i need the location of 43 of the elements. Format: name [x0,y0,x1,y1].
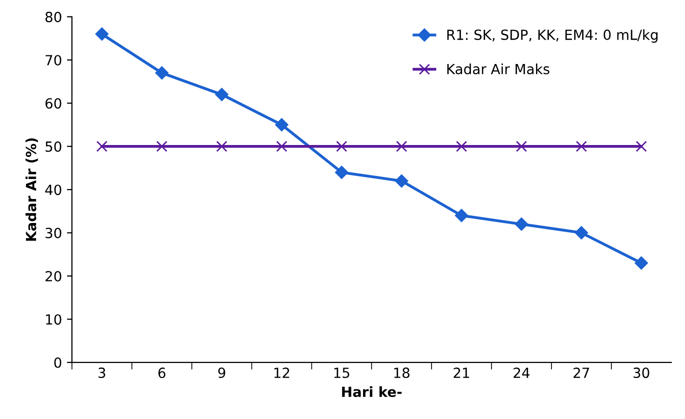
y-tick-label: 40 [45,184,62,196]
point [634,256,648,270]
point [454,208,468,222]
y-tick-label: 70 [46,54,62,66]
x-tick-label: 9 [218,368,226,378]
x-tick-label: 27 [574,368,590,378]
x-tick-label: 30 [634,368,650,378]
x-axis-title: Hari ke- [342,386,402,398]
point [394,174,408,188]
point [95,27,108,41]
point [516,140,528,152]
point [636,140,647,152]
point [96,140,108,152]
point [396,140,408,152]
y-tick-label: 30 [46,228,62,238]
point [275,118,288,132]
point [456,140,468,152]
legend-label: Kadar Air Maks [447,64,550,74]
x-tick-label: 24 [514,368,530,378]
y-tick-label: 10 [46,314,62,325]
point [155,66,168,80]
x-tick-label: 3 [98,368,106,378]
x-tick-label: 21 [454,368,470,378]
point [276,140,288,152]
point [336,140,348,152]
y-tick-label: 0 [54,357,62,368]
point [156,140,168,152]
y-tick-label: 50 [46,141,62,152]
x-tick-label: 12 [274,368,290,378]
x-tick-label: 18 [394,368,410,378]
y-tick-label: 20 [46,270,62,282]
point [576,140,587,152]
point [335,166,348,179]
point [574,226,588,240]
y-tick-label: 80 [45,12,62,22]
y-tick-label: 60 [46,98,62,109]
point [216,140,228,152]
legend-label: R1: SK, SDP, KK, EM4: 0 mL/kg [447,29,658,43]
point [215,88,228,102]
x-tick-label: 6 [158,368,166,378]
x-tick-label: 15 [334,368,350,378]
point [514,218,528,231]
y-axis-title: Kadar Air (%) [26,138,38,241]
